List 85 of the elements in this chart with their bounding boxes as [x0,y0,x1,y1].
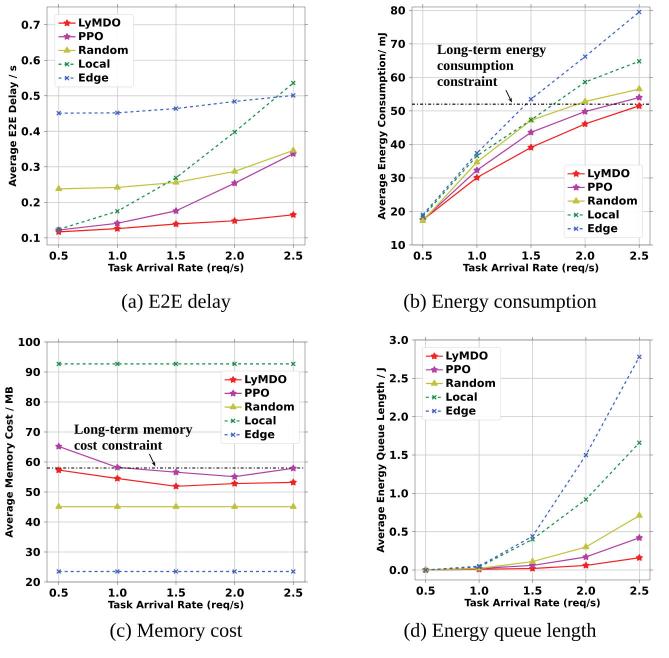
x-axis-title: Task Arrival Rate (req/s) [108,600,244,610]
y-tick-label: 0.4 [22,127,40,136]
text: (b) Energy consumption [404,294,596,312]
y-tick-label: 0.0 [390,566,408,574]
legend-label: PPO [446,364,470,374]
y-tick-label: 30 [390,174,405,182]
y-tick-label: 10 [391,240,405,250]
legend-label: LyMDO [245,374,286,386]
y-tick-label: 0.6 [22,56,40,64]
y-tick-label: 0.7 [22,20,40,29]
x-tick-label: 2.5 [284,588,302,597]
y-tick-label: 40 [26,518,40,526]
x-tick-label: 1.0 [470,586,488,595]
y-tick-label: 80 [26,398,40,406]
legend-label: LyMDO [588,169,630,180]
x-tick-label: 1.0 [108,588,127,597]
legend-label: Edge [245,430,274,440]
x-tick-label: 2.0 [226,588,244,597]
legend-label: Local [588,210,618,219]
legend-label: PPO [588,182,612,191]
legend-label: LyMDO [446,351,488,362]
y-tick-label: 40 [390,140,405,149]
x-tick-label: 1.5 [524,586,542,595]
y-tick-label: 1.5 [390,450,408,460]
x-tick-label: 0.5 [50,252,68,260]
y-tick-label: 2.0 [390,412,408,421]
ref-line-label: Long-term energy consumption constraint [437,44,546,86]
legend-label: Random [588,196,637,205]
legend-label: Random [245,402,294,411]
y-axis-title: Average Energy Consumption/ mJ [378,33,388,220]
legend-label: Local [79,59,110,68]
y-tick-label: 0.1 [22,234,40,242]
x-tick-label: 2.5 [284,252,302,260]
legend-label: PPO [245,388,270,397]
y-tick-label: 30 [26,548,40,556]
x-tick-label: 2.0 [577,586,596,595]
legend-label: Edge [79,73,108,84]
text: (a) E2E delay [122,294,231,312]
text: (c) Memory cost [110,622,242,642]
legend-label: Random [446,378,496,388]
x-tick-label: 1.5 [168,588,185,597]
x-axis-title: Task Arrival Rate (req/s) [108,264,244,274]
x-tick-label: 2.5 [630,586,648,595]
y-tick-label: 0.2 [22,198,40,207]
y-axis-title: Average Energy Queue Length / J [376,368,386,553]
y-tick-label: 60 [26,458,40,466]
legend-label: Random [79,46,128,54]
y-tick-label: 1.0 [390,489,408,498]
y-tick-label: 20 [26,578,40,586]
x-tick-label: 1.0 [108,252,127,260]
y-tick-label: 0.3 [22,162,40,171]
y-axis-title: Average E2E Delay / s [8,66,18,187]
y-tick-label: 20 [391,207,405,216]
legend-label: Edge [446,406,476,417]
y-tick-label: 0.5 [22,92,40,100]
y-axis-title: Average Memory Cost / MB [5,387,15,538]
y-tick-label: 2.5 [390,374,408,382]
legend-label: PPO [79,32,103,40]
legend-label: Local [446,392,477,401]
y-tick-label: 80 [390,6,405,14]
x-tick-label: 0.5 [414,252,432,260]
y-tick-label: 70 [390,40,405,48]
x-axis-title: Task Arrival Rate (req/s) [464,598,600,608]
legend-label: Local [245,416,276,424]
x-tick-label: 2.5 [630,252,648,260]
y-tick-label: 60 [390,73,405,82]
ref-line-label: Long-term memory cost constraint [74,424,192,450]
x-tick-label: 0.5 [50,588,68,597]
x-tick-label: 2.0 [226,252,244,260]
y-tick-label: 50 [26,488,40,496]
y-tick-label: 0.5 [390,528,408,536]
x-tick-label: 2.0 [576,252,594,260]
x-tick-label: 1.5 [168,251,185,260]
y-tick-label: 3.0 [390,336,408,344]
x-tick-label: 1.5 [522,251,540,260]
text: (d) Energy queue length [404,622,596,642]
x-tick-label: 1.0 [468,252,486,260]
y-tick-label: 100 [18,338,40,346]
x-tick-label: 0.5 [416,586,435,595]
legend-label: LyMDO [79,18,120,29]
x-axis-title: Task Arrival Rate (req/s) [462,264,598,274]
y-tick-label: 50 [391,106,405,116]
y-tick-label: 70 [26,428,40,436]
legend-label: Edge [588,224,618,235]
y-tick-label: 90 [26,368,40,376]
